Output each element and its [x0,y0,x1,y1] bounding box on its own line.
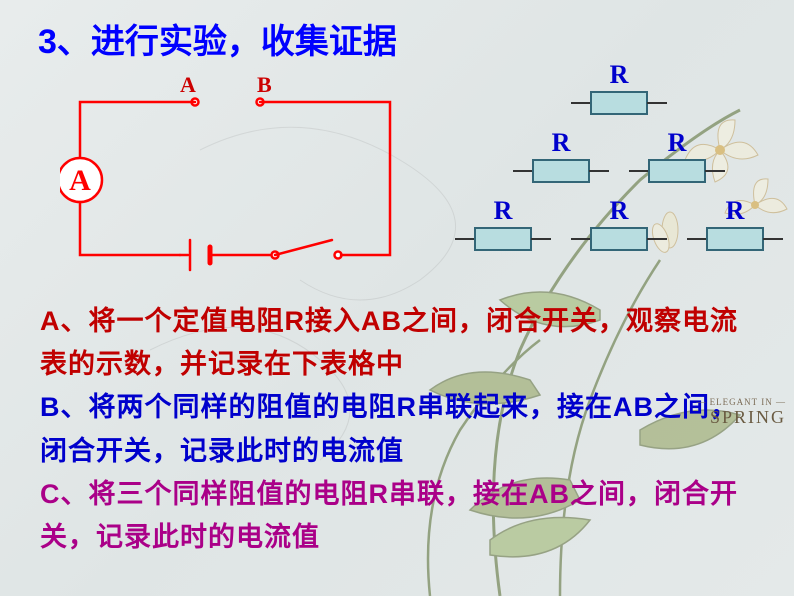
resistor-icon [571,90,667,116]
resistor-unit: R [629,128,725,184]
instruction-c: C、将三个同样阻值的电阻R串联，接在AB之间，闭合开关，记录此时的电流值 [40,473,764,559]
resistor-label: R [610,196,629,226]
circuit-svg: A [60,80,410,280]
ammeter-symbol: A [69,164,91,197]
circuit-diagram: A B [60,80,430,280]
resistor-label: R [552,128,571,158]
resistor-diagrams: RRRRRR [464,60,774,270]
instruction-a: A、将一个定值电阻R接入AB之间，闭合开关，观察电流表的示数，并记录在下表格中 [40,300,764,386]
brand-main: SPRING [710,407,786,427]
terminal-label-a: A [180,72,196,98]
resistor-icon [455,226,551,252]
brand-sub: — ELEGANT IN — [696,397,786,407]
resistor-unit: R [571,196,667,252]
resistor-unit: R [687,196,783,252]
resistor-icon [571,226,667,252]
resistor-row: RR [464,128,774,184]
section-title: 3、进行实验，收集证据 [38,14,397,63]
resistor-label: R [668,128,687,158]
resistor-unit: R [513,128,609,184]
terminal-label-b: B [257,72,272,98]
resistor-row: R [464,60,774,116]
instruction-b: B、将两个同样的阻值的电阻R串联起来，接在AB之间，闭合开关，记录此时的电流值 [40,386,764,472]
instruction-text: A、将一个定值电阻R接入AB之间，闭合开关，观察电流表的示数，并记录在下表格中 … [40,300,764,559]
resistor-label: R [494,196,513,226]
resistor-icon [687,226,783,252]
resistor-icon [629,158,725,184]
resistor-unit: R [455,196,551,252]
resistor-row: RRR [464,196,774,252]
resistor-icon [513,158,609,184]
brand-watermark: — ELEGANT IN — SPRING [696,397,786,428]
resistor-label: R [610,60,629,90]
resistor-unit: R [571,60,667,116]
resistor-label: R [726,196,745,226]
